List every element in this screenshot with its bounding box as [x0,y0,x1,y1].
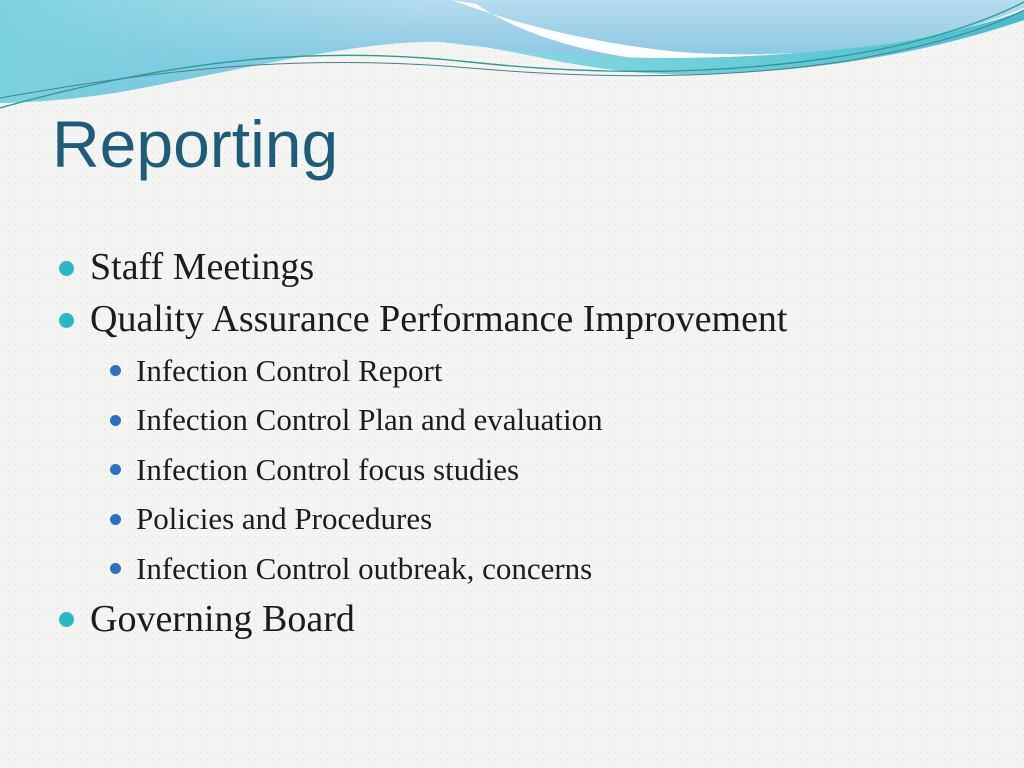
wave-white-swoosh [452,0,1024,64]
list-item-text: Infection Control Plan and evaluation [136,402,603,438]
accent-line-teal [0,1,1024,109]
bullet-icon [110,563,121,575]
list-item-text: Staff Meetings [90,246,315,289]
wave-teal-strip [440,10,1024,75]
accent-line-gray [0,9,1024,99]
list-item-text: Infection Control outbreak, concerns [136,550,593,586]
list-item: Infection Control Report [52,346,1004,396]
list-item-text: Policies and Procedures [136,501,433,537]
list-item: Quality Assurance Performance Improvemen… [52,294,1004,346]
bullet-icon [110,513,121,525]
wave-teal-overlay [0,0,1024,103]
list-item-text: Governing Board [90,597,355,640]
bullet-icon [110,464,121,476]
bullet-icon [59,260,74,276]
list-item-text: Quality Assurance Performance Improvemen… [90,298,788,341]
list-item: Infection Control outbreak, concerns [52,544,1004,594]
wave-blue-shape [0,0,1024,103]
bullet-list: Staff Meetings Quality Assurance Performa… [52,242,1004,646]
list-item: Infection Control Plan and evaluation [52,396,1004,446]
bullet-icon [110,414,121,426]
bullet-icon [110,365,121,377]
list-item-text: Infection Control Report [136,352,443,388]
list-item: Governing Board [52,594,1004,646]
list-item: Policies and Procedures [52,495,1004,545]
slide-title: Reporting [52,107,339,181]
list-item: Staff Meetings [52,242,1004,294]
bullet-icon [59,612,74,627]
list-item: Infection Control focus studies [52,445,1004,495]
bullet-icon [59,312,74,328]
list-item-text: Infection Control focus studies [136,451,520,487]
